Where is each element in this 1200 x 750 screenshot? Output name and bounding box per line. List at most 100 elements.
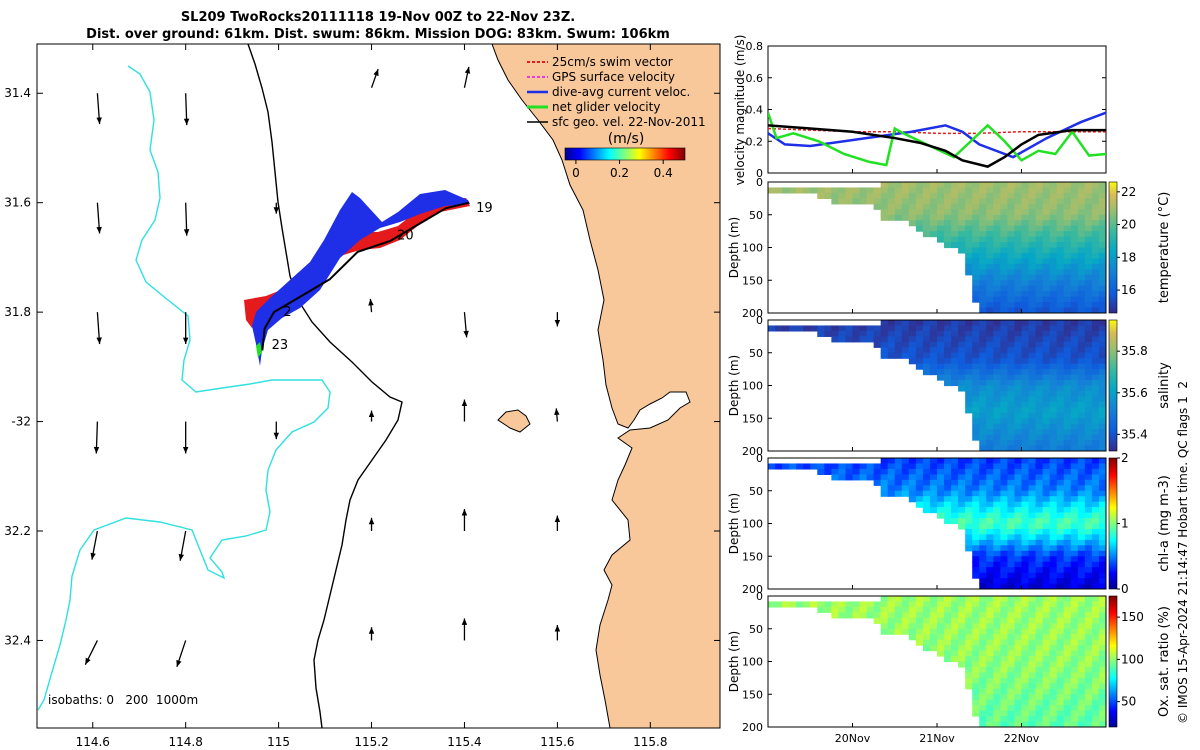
section-cell — [1063, 490, 1072, 497]
section-cell — [1084, 192, 1093, 199]
section-cell — [1077, 705, 1086, 712]
section-cell — [951, 214, 959, 221]
section-cell — [1063, 209, 1072, 216]
section-cell — [1035, 490, 1044, 497]
section-cell — [986, 583, 994, 589]
geo-vector-arrow — [182, 421, 189, 454]
section-cell — [993, 407, 1001, 414]
section-cell — [915, 198, 924, 205]
section-cell — [993, 396, 1001, 403]
section-cell — [1007, 518, 1016, 525]
geo-vector-head — [96, 226, 102, 234]
section-cell — [1028, 182, 1037, 189]
section-cell — [958, 330, 966, 337]
section-cell — [1077, 496, 1086, 503]
section-cell — [1042, 550, 1051, 557]
section-cell — [1063, 440, 1072, 447]
section-cell — [929, 496, 938, 503]
section-cell — [929, 214, 938, 221]
section-cell — [1084, 385, 1093, 392]
section-cell — [1077, 677, 1086, 684]
section-cell — [1049, 220, 1058, 227]
geo-vector-arrow — [176, 640, 187, 668]
section-cell — [1056, 418, 1065, 425]
section-cell — [782, 325, 790, 332]
section-cell — [1091, 694, 1100, 701]
section-cell — [958, 463, 966, 470]
section-cell — [979, 528, 987, 536]
section-cell — [1070, 710, 1079, 717]
section-cell — [1070, 396, 1079, 403]
section-cell — [993, 617, 1001, 624]
section-cell — [1091, 672, 1100, 679]
section-cell — [944, 363, 952, 370]
section-cell — [951, 628, 959, 635]
section-cell — [965, 242, 973, 249]
section-cell — [908, 182, 917, 189]
section-cell — [1035, 601, 1044, 608]
section-cell — [1063, 369, 1072, 376]
section-cell — [1000, 220, 1009, 227]
colorbar-tick-label: 150 — [1121, 610, 1144, 624]
section-cell — [972, 225, 980, 232]
section-cell — [937, 458, 945, 465]
geo-vector-head — [461, 509, 468, 516]
section-cell — [1049, 330, 1058, 337]
section-cell — [880, 612, 889, 619]
section-cell — [1084, 496, 1093, 503]
section-cell — [1028, 336, 1037, 343]
section-cell — [951, 209, 959, 216]
section-cell — [894, 320, 903, 327]
section-cell — [1007, 341, 1016, 348]
section-cell — [1070, 721, 1079, 727]
section-cell — [979, 634, 987, 641]
section-cell — [1070, 352, 1079, 359]
section-cell — [1007, 606, 1016, 613]
section-cell — [937, 209, 945, 216]
section-cell — [1084, 380, 1093, 387]
section-cell — [1028, 645, 1037, 652]
section-cell — [986, 296, 994, 303]
section-cell — [1014, 380, 1023, 387]
section-cell — [1007, 523, 1016, 530]
section-cell — [887, 596, 896, 603]
section-cell — [1070, 209, 1079, 216]
colorbar-tick-label: 18 — [1121, 250, 1136, 264]
section-cell — [1084, 666, 1093, 674]
section-cell — [993, 512, 1001, 519]
section-cell — [1000, 236, 1009, 243]
section-cell — [1021, 380, 1030, 387]
section-cell — [972, 606, 980, 613]
colorbar-tick-label: 100 — [1121, 652, 1144, 666]
section-cell — [986, 291, 994, 298]
section-cell — [1091, 539, 1100, 546]
section-cell — [929, 203, 938, 210]
section-cell — [1035, 458, 1044, 465]
section-cell — [1000, 496, 1009, 503]
section-cell — [929, 596, 938, 603]
section-cell — [979, 429, 987, 436]
section-cell — [972, 677, 980, 684]
section-cell — [1035, 512, 1044, 519]
section-cell — [1056, 182, 1065, 189]
section-cell — [979, 220, 987, 227]
geo-vector-head — [463, 330, 469, 338]
section-cell — [979, 507, 987, 514]
figure-title-line2: Dist. over ground: 61km. Dist. swum: 86k… — [86, 27, 670, 42]
section-cell — [1028, 479, 1037, 486]
section-cell — [1077, 363, 1086, 370]
section-cell — [845, 612, 854, 619]
section-cell — [993, 677, 1001, 684]
section-cell — [1077, 550, 1086, 557]
section-cell — [1070, 661, 1079, 668]
section-cell — [979, 694, 987, 701]
section-cell — [880, 341, 889, 348]
section-cell — [944, 512, 952, 519]
section-cell — [986, 458, 994, 465]
section-cell — [873, 187, 882, 194]
section-cell — [958, 320, 966, 327]
section-cell — [1014, 507, 1023, 514]
section-cell — [1007, 182, 1016, 189]
section-cell — [922, 596, 931, 603]
section-cell — [1091, 628, 1100, 635]
